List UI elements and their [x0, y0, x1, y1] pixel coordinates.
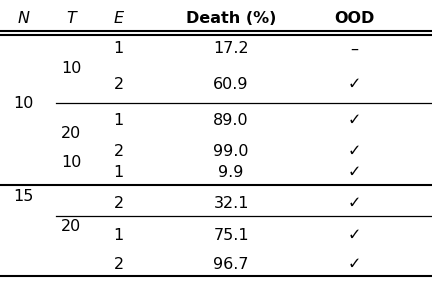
Text: 10: 10 — [13, 96, 34, 111]
Text: 99.0: 99.0 — [213, 144, 249, 159]
Text: 1: 1 — [114, 113, 124, 128]
Text: 2: 2 — [114, 196, 124, 211]
Text: E: E — [114, 11, 124, 26]
Text: N: N — [18, 11, 30, 26]
Text: 32.1: 32.1 — [213, 196, 249, 211]
Text: 2: 2 — [114, 144, 124, 159]
Text: –: – — [350, 41, 358, 56]
Text: 20: 20 — [61, 219, 81, 234]
Text: 9.9: 9.9 — [219, 164, 244, 179]
Text: 17.2: 17.2 — [213, 41, 249, 56]
Text: 15: 15 — [13, 189, 34, 204]
Text: 2: 2 — [114, 257, 124, 272]
Text: 20: 20 — [61, 126, 81, 141]
Text: ✓: ✓ — [348, 257, 361, 272]
Text: 1: 1 — [114, 228, 124, 243]
Text: 2: 2 — [114, 77, 124, 92]
Text: ✓: ✓ — [348, 113, 361, 128]
Text: ✓: ✓ — [348, 164, 361, 179]
Text: OOD: OOD — [334, 11, 375, 26]
Text: 1: 1 — [114, 164, 124, 179]
Text: 60.9: 60.9 — [213, 77, 249, 92]
Text: T: T — [67, 11, 76, 26]
Text: 75.1: 75.1 — [213, 228, 249, 243]
Text: 10: 10 — [61, 155, 82, 170]
Text: ✓: ✓ — [348, 228, 361, 243]
Text: 1: 1 — [114, 41, 124, 56]
Text: 96.7: 96.7 — [213, 257, 249, 272]
Text: ✓: ✓ — [348, 144, 361, 159]
Text: ✓: ✓ — [348, 196, 361, 211]
Text: 10: 10 — [61, 61, 82, 76]
Text: 89.0: 89.0 — [213, 113, 249, 128]
Text: Death (%): Death (%) — [186, 11, 276, 26]
Text: ✓: ✓ — [348, 77, 361, 92]
